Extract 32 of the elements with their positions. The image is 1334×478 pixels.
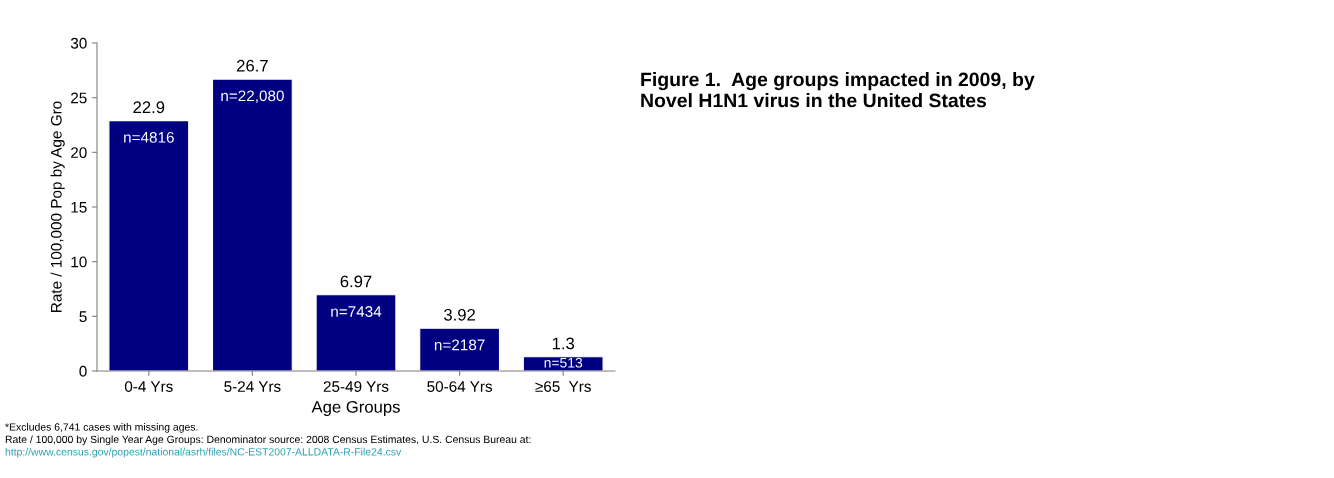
y-axis-title: Rate / 100,000 Pop by Age Gro [50,101,65,312]
bar [419,327,501,371]
x-tick-label: ≥65 Yrs [535,381,591,392]
text: Rate / 100,000 by Single Year Age Groups: Denominator source: 2008 Census Estimates, U.S. Census Bureau at: [5,435,531,446]
x-tick-label: 0-4 Yrs [124,381,173,392]
x-tick-label: 5-24 Yrs [224,381,281,392]
y-tick-label: 10 [71,256,87,268]
bar [315,294,397,371]
y-tick-label: 25 [71,92,87,104]
bar [211,78,293,371]
y-tick-label: 30 [70,37,87,49]
x-axis-title: Age Groups [311,400,400,417]
y-tick-label: 5 [79,311,87,323]
data-label: 6.97 [340,275,372,288]
x-tick-label: 50-64 Yrs [427,381,493,392]
annotation: n=7434 [331,306,382,317]
annotation: n=2187 [434,339,485,351]
annotation: n=4816 [124,131,174,143]
data-label: 26.7 [237,59,268,72]
y-tick-label: 0 [79,365,87,377]
data-label: 3.92 [444,308,475,321]
bar [108,120,190,371]
y-tick-label: 20 [71,147,87,159]
text: Figure 1. Age groups impacted in 2009, by Novel H1N1 virus in the United States [641,72,1035,108]
annotation: n=513 [544,357,583,368]
text: *Excludes 6,741 cases with missing ages. [5,423,198,433]
text: http://www.census.gov/popest/national/asrh/files/NC-EST2007-ALLDATA-R-File24.csv [5,447,402,458]
x-tick-label: 25-49 Yrs [323,381,389,392]
y-tick-label: 15 [71,202,87,213]
data-label: 22.9 [133,101,165,114]
data-label: 1.3 [552,337,575,350]
annotation: n=22,080 [221,90,284,104]
